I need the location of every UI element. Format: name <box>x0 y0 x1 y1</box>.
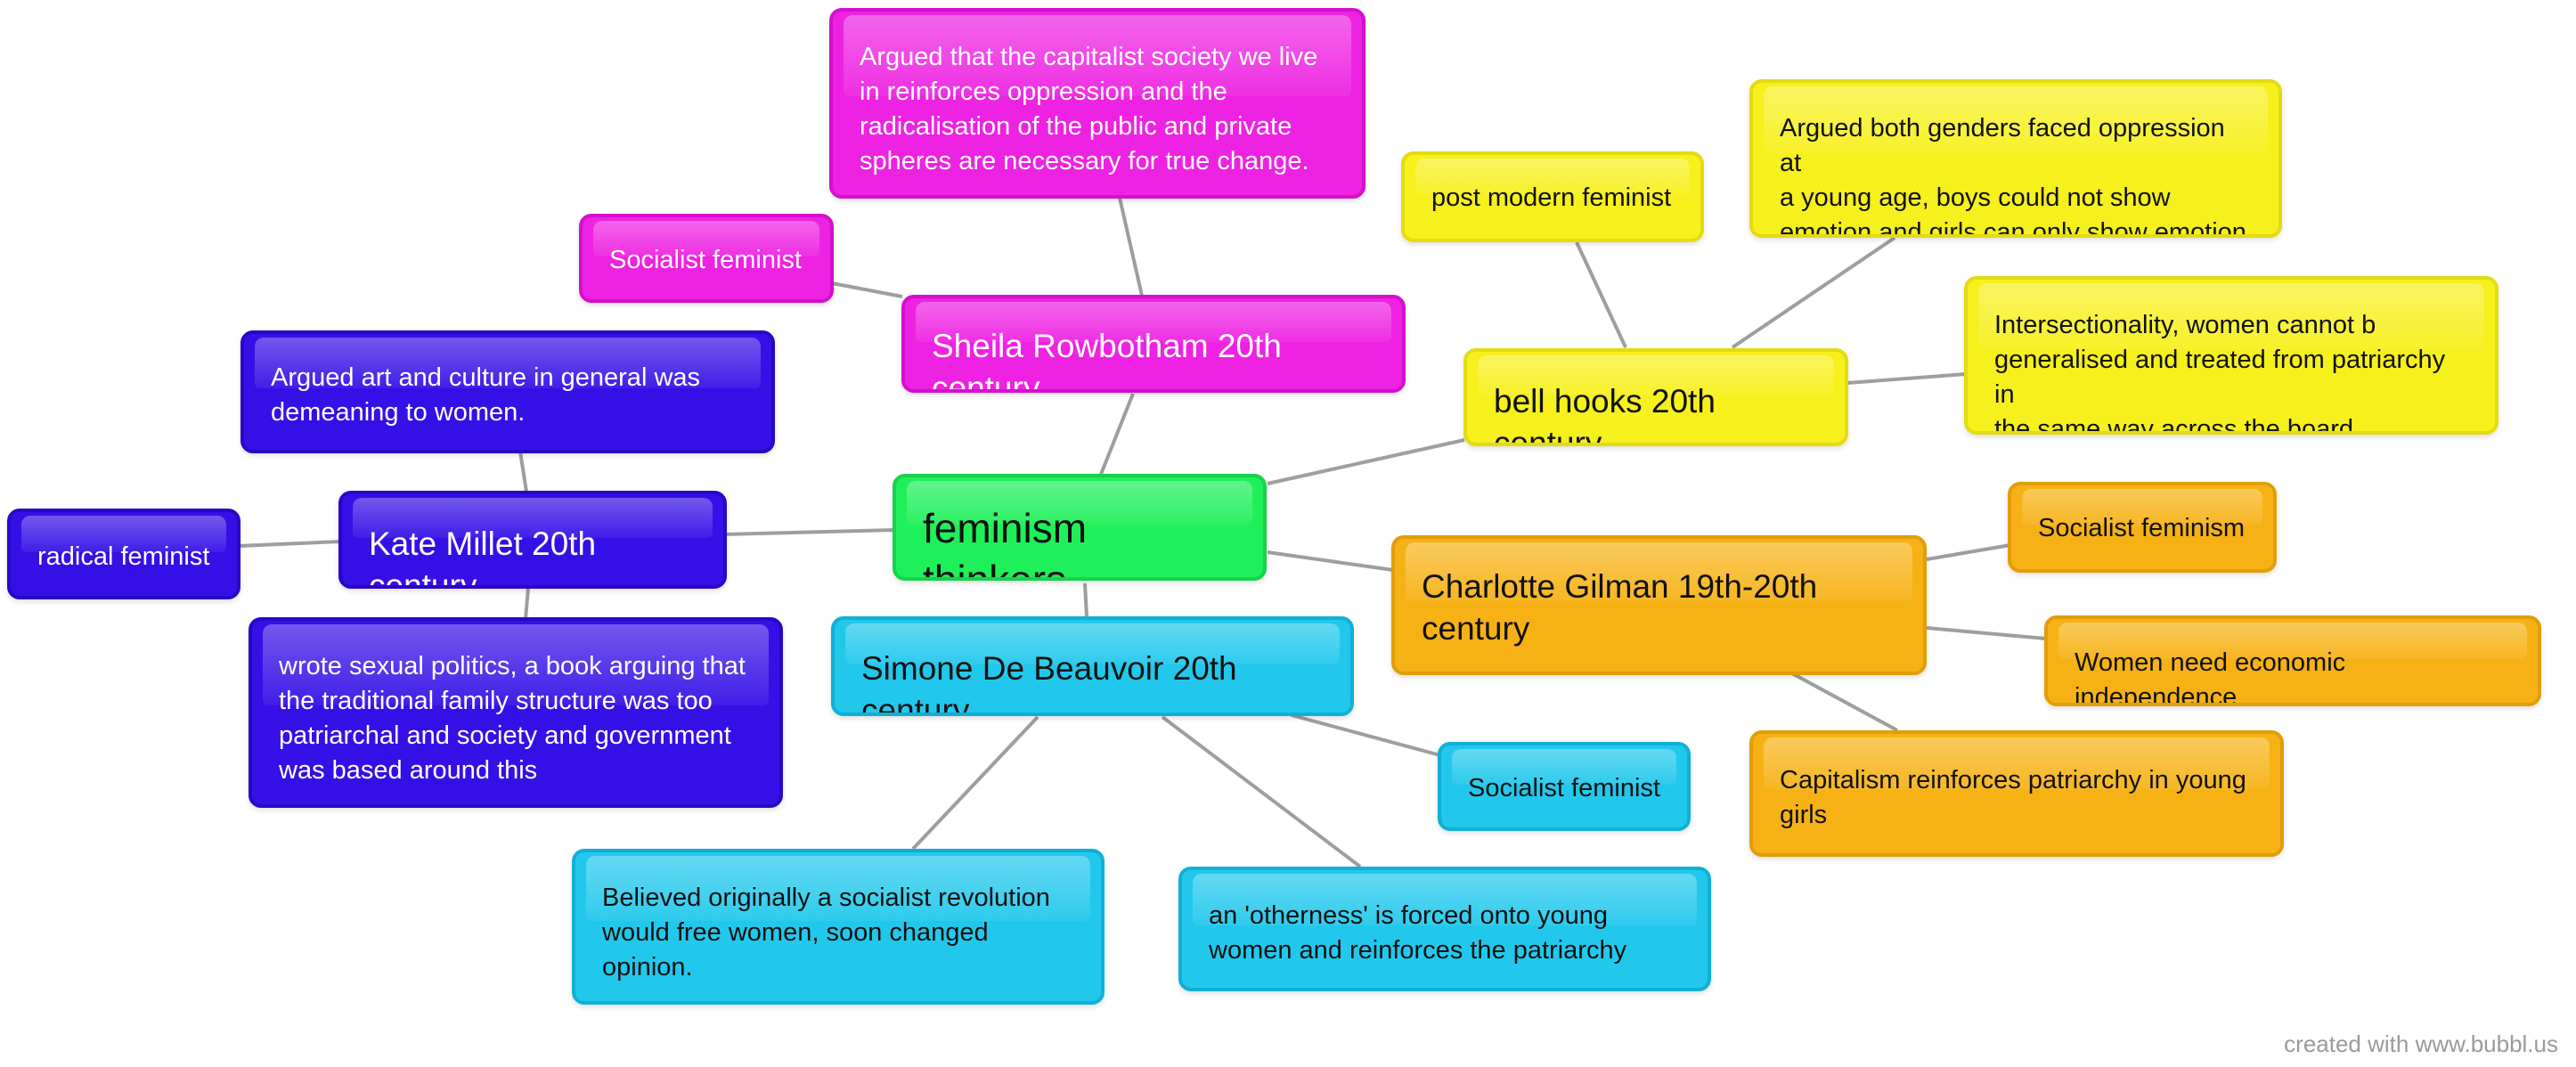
gilman-title-text: Charlotte Gilman 19th-20th century <box>1422 568 1818 647</box>
rowbotham-label-node[interactable]: Socialist feminist <box>579 214 834 303</box>
beauvoir-note-revolution-text: Believed originally a socialist revoluti… <box>602 884 1050 981</box>
hooks-note-intersectionality-node[interactable]: Intersectionality, women cannot b genera… <box>1964 276 2499 435</box>
millet-note-book-text: wrote sexual politics, a book arguing th… <box>279 652 746 785</box>
beauvoir-title-node[interactable]: Simone De Beauvoir 20th century <box>831 616 1354 716</box>
hooks-note-genders-text: Argued both genders faced oppression at … <box>1780 114 2246 238</box>
connector-hooks-label <box>1575 241 1627 348</box>
beauvoir-note-otherness-text: an 'otherness' is forced onto young wome… <box>1209 901 1627 965</box>
root-node[interactable]: feminism thinkers <box>893 474 1267 581</box>
gilman-note-independence-text: Women need economic independence <box>2075 648 2346 706</box>
millet-note-art-text: Argued art and culture in general was de… <box>271 363 701 427</box>
connector-millet-note-art <box>518 451 528 493</box>
rowbotham-title-node[interactable]: Sheila Rowbotham 20th century <box>901 295 1406 393</box>
connector-millet-note-book <box>524 587 530 620</box>
millet-note-art-node[interactable]: Argued art and culture in general was de… <box>240 330 775 453</box>
rowbotham-label-text: Socialist feminist <box>609 246 802 274</box>
beauvoir-note-otherness-node[interactable]: an 'otherness' is forced onto young wome… <box>1178 867 1711 991</box>
connector-root-gilman <box>1267 550 1394 572</box>
connector-root-beauvoir <box>1083 582 1088 617</box>
connector-root-hooks <box>1267 438 1465 485</box>
millet-note-book-node[interactable]: wrote sexual politics, a book arguing th… <box>249 617 783 808</box>
millet-label-text: radical feminist <box>37 542 210 571</box>
gilman-label-text: Socialist feminism <box>2038 514 2246 542</box>
gilman-title-node[interactable]: Charlotte Gilman 19th-20th century <box>1391 535 1927 675</box>
hooks-note-intersectionality-text: Intersectionality, women cannot b genera… <box>1994 311 2446 435</box>
gilman-label-node[interactable]: Socialist feminism <box>2008 482 2277 573</box>
connector-rowbotham-note <box>1118 197 1144 297</box>
connector-root-millet <box>722 528 896 536</box>
hooks-note-genders-node[interactable]: Argued both genders faced oppression at … <box>1749 79 2282 238</box>
millet-title-node[interactable]: Kate Millet 20th century <box>338 491 727 589</box>
beauvoir-note-revolution-node[interactable]: Believed originally a socialist revoluti… <box>572 849 1105 1005</box>
connector-rowbotham-label <box>831 281 903 298</box>
hooks-label-node[interactable]: post modern feminist <box>1401 151 1704 242</box>
rowbotham-note-node[interactable]: Argued that the capitalist society we li… <box>829 8 1365 199</box>
gilman-note-capitalism-text: Capitalism reinforces patriarchy in youn… <box>1780 766 2246 829</box>
hooks-title-text: bell hooks 20th century <box>1494 383 1716 446</box>
rowbotham-title-text: Sheila Rowbotham 20th century <box>932 328 1282 393</box>
gilman-note-independence-node[interactable]: Women need economic independence <box>2044 615 2541 706</box>
beauvoir-label-node[interactable]: Socialist feminist <box>1438 742 1691 831</box>
beauvoir-label-text: Socialist feminist <box>1468 774 1660 802</box>
connector-hooks-note-intersectionality <box>1846 372 1967 385</box>
connector-beauvoir-note-otherness <box>1161 715 1362 868</box>
connector-root-rowbotham <box>1098 393 1135 477</box>
connector-beauvoir-label <box>1291 713 1441 757</box>
connector-millet-label <box>238 540 341 548</box>
gilman-note-capitalism-node[interactable]: Capitalism reinforces patriarchy in youn… <box>1749 730 2284 857</box>
hooks-title-node[interactable]: bell hooks 20th century <box>1463 348 1848 446</box>
connector-beauvoir-note-revolution <box>911 715 1039 851</box>
millet-title-text: Kate Millet 20th century <box>369 525 597 589</box>
millet-label-node[interactable]: radical feminist <box>7 509 240 599</box>
credit-footer[interactable]: created with www.bubbl.us <box>2284 1030 2558 1057</box>
connector-hooks-note-genders <box>1731 236 1896 349</box>
root-text: feminism thinkers <box>923 505 1088 581</box>
connector-gilman-note-independence <box>1926 626 2047 640</box>
beauvoir-title-text: Simone De Beauvoir 20th century <box>861 650 1237 716</box>
connector-gilman-note-capitalism <box>1789 671 1898 732</box>
rowbotham-note-text: Argued that the capitalist society we li… <box>860 43 1318 175</box>
hooks-label-text: post modern feminist <box>1431 183 1672 212</box>
connector-gilman-label <box>1926 543 2011 561</box>
